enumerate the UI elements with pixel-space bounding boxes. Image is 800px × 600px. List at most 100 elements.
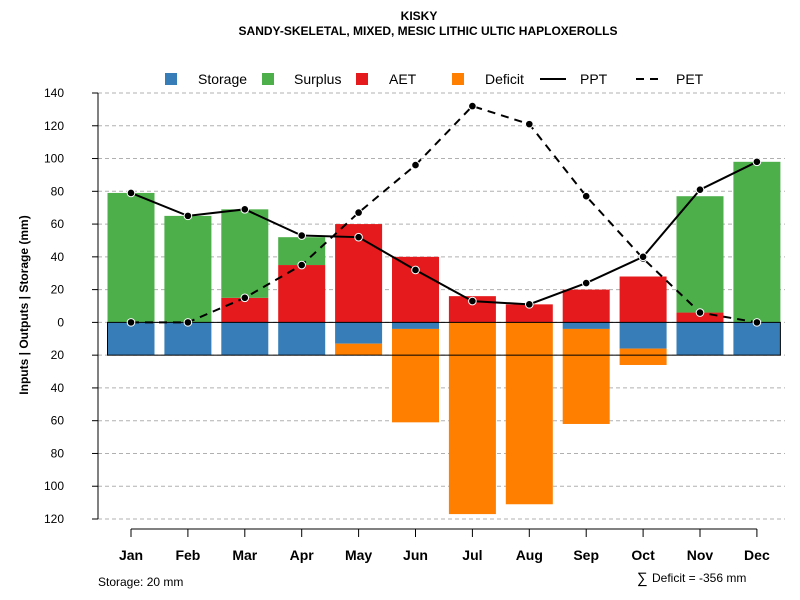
storage-bar <box>221 322 269 356</box>
deficit-sum-symbol: ∑ <box>637 570 648 587</box>
x-tick-label: Sep <box>573 547 599 563</box>
x-tick-label: Jul <box>462 547 482 563</box>
deficit-bar <box>562 328 610 424</box>
x-tick-label: Apr <box>290 547 315 563</box>
ppt-point <box>240 205 250 214</box>
pet-point <box>297 260 307 270</box>
pet-point <box>126 318 136 327</box>
pet-point <box>240 293 250 303</box>
deficit-bar <box>335 343 383 356</box>
deficit-bar <box>448 322 496 515</box>
legend: Storage Surplus AET Deficit PPT PET <box>165 71 704 87</box>
legend-label-storage: Storage <box>198 71 247 87</box>
x-tick-label: Feb <box>175 547 200 563</box>
ppt-point <box>297 231 307 240</box>
storage-bar <box>164 322 212 356</box>
y-tick-label: 40 <box>51 381 65 395</box>
deficit-bar <box>619 348 667 365</box>
legend-key-aet <box>356 73 368 85</box>
y-tick-label: 60 <box>51 414 65 428</box>
ppt-point <box>411 265 420 275</box>
storage-bar <box>392 322 439 329</box>
storage-capacity-box <box>107 321 781 356</box>
y-tick-label: 40 <box>51 250 65 264</box>
surplus-bar <box>676 196 724 313</box>
storage-capacity-note: Storage: 20 mm <box>98 575 183 589</box>
y-tick-label: 120 <box>44 119 64 133</box>
pet-point <box>354 208 363 217</box>
ppt-point <box>183 211 193 221</box>
legend-label-surplus: Surplus <box>294 71 341 87</box>
y-axis: 140 120 100 80 60 40 20 0 20 40 60 80 100 120 <box>44 86 99 526</box>
pet-point <box>581 191 591 201</box>
chart-subtitle: SANDY-SKELETAL, MIXED, MESIC LITHIC ULTI… <box>239 24 618 38</box>
aet-bar <box>619 276 667 323</box>
lines <box>126 101 762 327</box>
ppt-point <box>752 157 762 167</box>
y-tick-label: 140 <box>44 86 64 100</box>
y-tick-label: 20 <box>51 283 65 297</box>
surplus-bar <box>107 192 155 323</box>
ppt-point <box>581 278 591 288</box>
storage-bar <box>619 322 667 349</box>
aet-bar <box>562 289 610 323</box>
ppt-point <box>695 185 705 194</box>
legend-label-ppt: PPT <box>580 71 608 87</box>
ppt-line <box>130 160 758 306</box>
y-tick-label: 60 <box>51 217 65 231</box>
ppt-point <box>126 188 136 198</box>
legend-key-storage <box>165 73 177 85</box>
deficit-sum-note: Deficit = -356 mm <box>652 571 746 585</box>
surplus-bar <box>221 209 269 298</box>
x-tick-label: Mar <box>232 547 257 563</box>
pet-point <box>183 318 193 327</box>
x-tick-label: Jan <box>119 547 143 563</box>
pet-point <box>411 160 420 170</box>
x-tick-label: Jun <box>403 547 428 563</box>
legend-label-deficit: Deficit <box>485 71 524 87</box>
aet-bar <box>505 304 553 323</box>
legend-label-aet: AET <box>389 71 417 87</box>
bars <box>107 161 781 515</box>
ppt-point <box>638 252 648 262</box>
legend-label-pet: PET <box>676 71 704 87</box>
x-tick-label: Oct <box>631 547 655 563</box>
storage-bar <box>335 322 383 344</box>
y-tick-label: 80 <box>51 184 65 198</box>
y-tick-label: 120 <box>44 512 64 526</box>
y-tick-label: 100 <box>44 479 64 493</box>
surplus-bar <box>733 161 781 323</box>
x-tick-label: Dec <box>744 547 770 563</box>
y-tick-label: 80 <box>51 446 65 460</box>
deficit-bar <box>392 328 439 423</box>
storage-bar <box>733 322 781 356</box>
y-axis-label: Inputs | Outputs | Storage (mm) <box>17 215 31 394</box>
storage-bar <box>562 322 610 329</box>
x-axis: Jan Feb Mar Apr May Jun Jul Aug Sep Oct Nov Dec <box>119 528 770 563</box>
y-tick-label: 0 <box>57 315 64 329</box>
gridlines <box>98 92 785 520</box>
pet-point <box>752 318 762 327</box>
deficit-bar <box>505 322 553 505</box>
legend-key-deficit <box>452 73 464 85</box>
aet-bar <box>676 312 724 323</box>
storage-bar <box>676 322 724 356</box>
pet-point <box>525 119 534 129</box>
legend-key-surplus <box>262 73 274 85</box>
aet-bar <box>278 265 326 323</box>
ppt-point <box>468 296 477 306</box>
chart-title: KISKY <box>401 9 438 23</box>
x-tick-label: Nov <box>687 547 714 563</box>
ppt-point <box>525 300 534 309</box>
pet-point <box>468 101 477 111</box>
ppt-point <box>354 232 363 242</box>
storage-bar <box>107 322 155 356</box>
surplus-bar <box>278 237 326 266</box>
surplus-bar <box>164 215 212 323</box>
x-tick-label: May <box>345 547 372 563</box>
pet-point <box>695 308 705 317</box>
y-tick-label: 20 <box>51 348 65 362</box>
x-tick-label: Aug <box>516 547 543 563</box>
y-tick-label: 100 <box>44 152 64 166</box>
